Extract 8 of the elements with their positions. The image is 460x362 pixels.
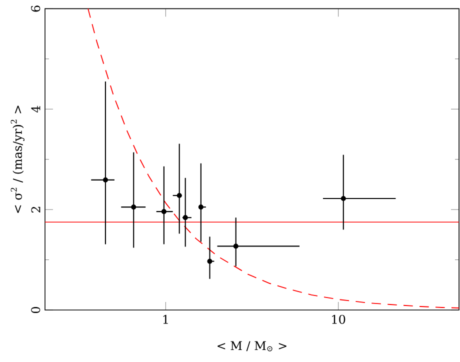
y-tick-label: 4 xyxy=(31,106,40,113)
y-axis-title: < σ$^{2}$ / (mas/yr)$^{2}$ > xyxy=(10,106,24,213)
y-tick-label: 0 xyxy=(31,306,40,314)
x-tick-label: 10 xyxy=(332,314,346,324)
x-tick-label: 1 xyxy=(163,314,168,324)
x-axis-title: < M / M$_{⊙}$ > xyxy=(218,341,286,352)
y-tick-label: 2 xyxy=(31,206,40,213)
y-tick-label: 6 xyxy=(31,6,40,12)
